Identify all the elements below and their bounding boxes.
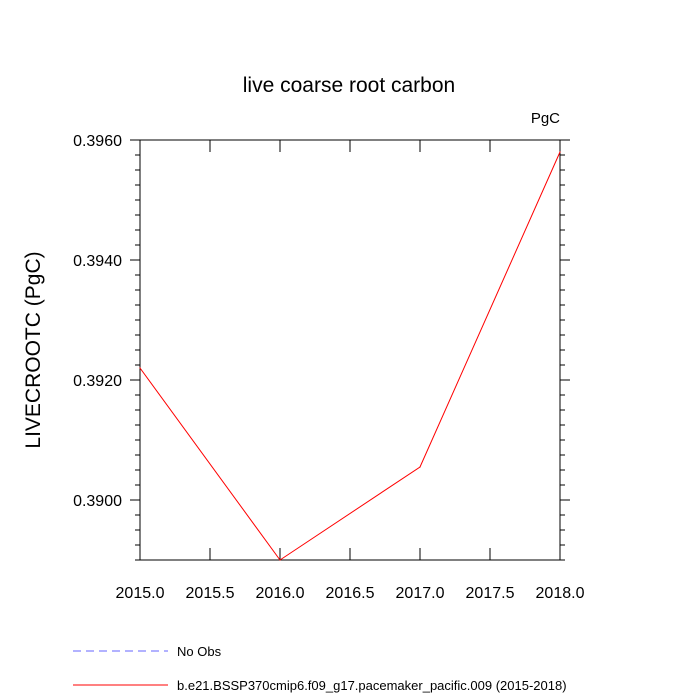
tick-labels: 2015.0 2015.5 2016.0 2016.5 2017.0 2017.5 2018… xyxy=(73,133,585,602)
x-tick-label: 2017.5 xyxy=(466,585,515,602)
x-tick-label: 2017.0 xyxy=(396,585,445,602)
legend-label-1: b.e21.BSSP370cmip6.f09_g17.pacemaker_pac… xyxy=(177,678,567,693)
x-tick-label: 2018.0 xyxy=(536,585,585,602)
axis-ticks xyxy=(130,139,570,561)
y-tick-label: 0.3960 xyxy=(73,133,122,150)
series-line-1 xyxy=(139,151,561,561)
x-tick-label: 2015.0 xyxy=(116,585,165,602)
legend: No Obs b.e21.BSSP370cmip6.f09_g17.pacemak… xyxy=(73,644,567,693)
y-tick-label: 0.3900 xyxy=(73,493,122,510)
y-tick-label: 0.3920 xyxy=(73,373,122,390)
x-tick-label: 2015.5 xyxy=(186,585,235,602)
data-point xyxy=(419,466,421,468)
x-tick-label: 2016.0 xyxy=(256,585,305,602)
x-tick-label: 2016.5 xyxy=(326,585,375,602)
plot-frame xyxy=(139,139,561,561)
data-point xyxy=(139,367,141,369)
chart-title: live coarse root carbon xyxy=(243,74,455,97)
units-label: PgC xyxy=(531,110,560,127)
y-tick-label: 0.3940 xyxy=(73,253,122,270)
series-layer xyxy=(139,151,561,561)
y-axis-label: LIVECROOTC (PgC) xyxy=(22,251,45,448)
legend-label-0: No Obs xyxy=(177,644,222,659)
data-point xyxy=(559,151,561,153)
data-point xyxy=(279,559,281,561)
